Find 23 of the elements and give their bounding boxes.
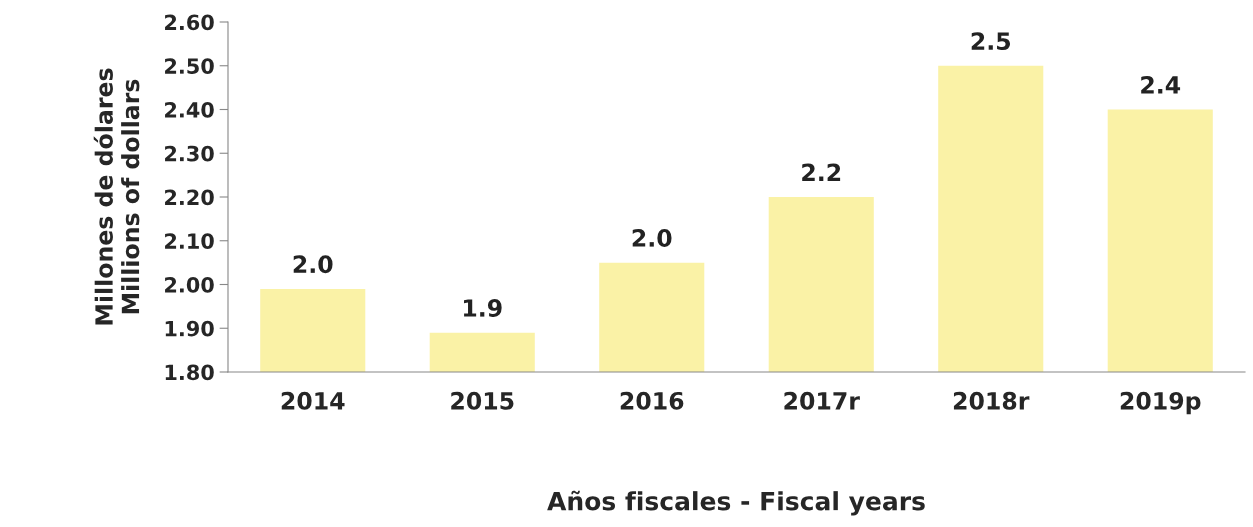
data-label: 2.0 [293, 255, 333, 274]
x-axis-title: Años fiscales - Fiscal years [547, 490, 925, 516]
y-tick-label: 2.50 [165, 58, 214, 74]
y-tick-label: 2.30 [165, 145, 214, 162]
data-label: 2.4 [1141, 75, 1181, 94]
y-tick-label: 2.40 [165, 101, 214, 118]
y-tick-label: 2.60 [165, 14, 214, 31]
data-label: 2.2 [802, 163, 841, 181]
x-tick-label: 2017r [784, 391, 860, 410]
x-tick-label: 2018r [953, 391, 1030, 410]
data-label: 1.9 [464, 299, 502, 317]
y-tick-label: 1.90 [165, 320, 214, 337]
x-tick-label: 2014 [281, 391, 345, 410]
y-axis-title: Millones de dólares Millions of dollars [93, 68, 140, 325]
x-tick-label: 2016 [620, 391, 684, 410]
y-tick-label: 2.20 [165, 189, 214, 206]
x-tick-label: 2015 [451, 391, 514, 410]
y-tick-label: 1.80 [165, 364, 214, 381]
y-tick-label: 2.00 [165, 276, 214, 293]
y-tick-label: 2.10 [165, 233, 214, 249]
data-label: 2.5 [971, 32, 1011, 51]
data-label: 2.0 [632, 229, 672, 247]
x-tick-label: 2019p [1120, 391, 1201, 415]
